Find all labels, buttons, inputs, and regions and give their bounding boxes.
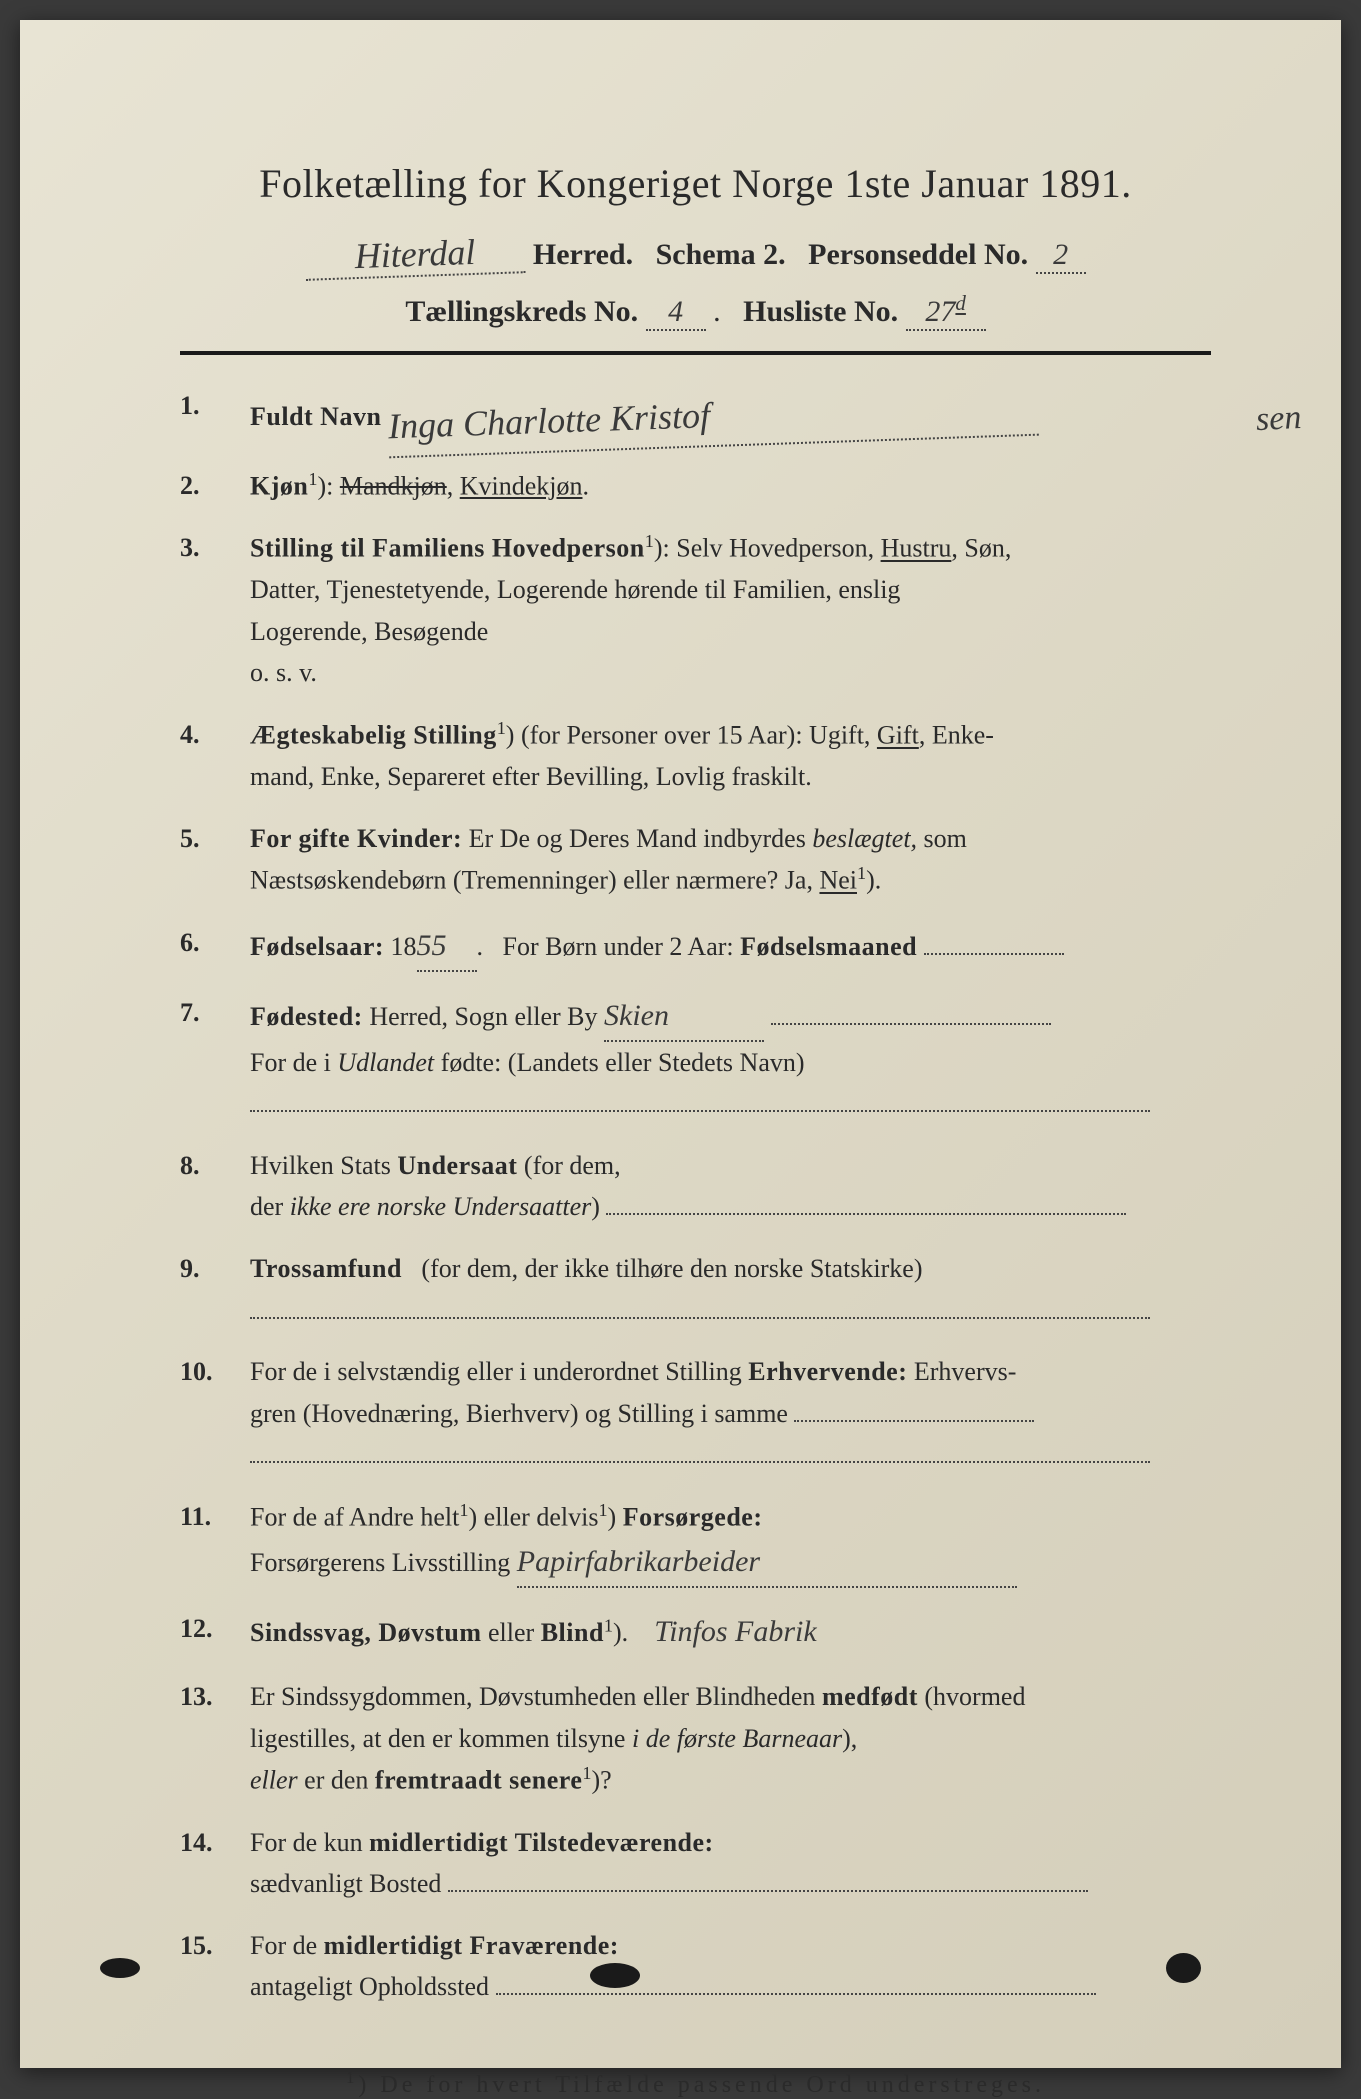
- entry-num: 8.: [180, 1145, 250, 1228]
- forsorger-handwritten: Papirfabrikarbeider: [517, 1538, 1017, 1588]
- husliste-label: Husliste No.: [743, 295, 898, 328]
- option-selected: Kvindekjøn: [460, 471, 583, 500]
- entry-num: 15.: [180, 1925, 250, 2008]
- entry-label: Fuldt Navn: [250, 402, 381, 431]
- tk-label: Tællingskreds No.: [405, 295, 638, 328]
- entry-num: 5.: [180, 818, 250, 902]
- entry-num: 3.: [180, 527, 250, 694]
- tk-no: 4: [646, 295, 706, 331]
- divider: [180, 351, 1211, 355]
- name-overflow: sen: [1255, 399, 1302, 439]
- schema-label: Schema 2.: [656, 238, 786, 271]
- header-line-2: Tællingskreds No. 4 . Husliste No. 27d: [180, 291, 1211, 331]
- page-title: Folketælling for Kongeriget Norge 1ste J…: [180, 160, 1211, 207]
- personseddel-label: Personseddel No.: [808, 238, 1028, 271]
- herred-label: Herred.: [533, 238, 633, 271]
- entry-num: 1.: [180, 385, 250, 445]
- footnote-text: De for hvert Tilfælde passende Ord under…: [380, 2072, 1045, 2098]
- entry-6: 6. Fødselsaar: 1855. For Børn under 2 Aa…: [180, 922, 1211, 972]
- entry-10: 10. For de i selvstændig eller i underor…: [180, 1351, 1211, 1476]
- option-selected: Gift: [877, 721, 919, 750]
- entry-8: 8. Hvilken Stats Undersaat (for dem, der…: [180, 1145, 1211, 1228]
- entry-label: Stilling til Familiens Hovedperson: [250, 534, 645, 563]
- bosted-blank: [448, 1890, 1088, 1892]
- entry-4: 4. Ægteskabelig Stilling1) (for Personer…: [180, 714, 1211, 798]
- paper-damage: [590, 1963, 640, 1988]
- month-blank: [924, 953, 1064, 955]
- undersaat-blank: [606, 1213, 1126, 1215]
- herred-handwritten: Hiterdal: [305, 229, 526, 281]
- entry-11: 11. For de af Andre helt1) eller delvis1…: [180, 1496, 1211, 1588]
- entry-3: 3. Stilling til Familiens Hovedperson1):…: [180, 527, 1211, 694]
- entry-label: Fødested:: [250, 1002, 363, 1031]
- entry-label: Erhvervende:: [748, 1357, 907, 1386]
- entry-num: 14.: [180, 1822, 250, 1905]
- footnote: 1) De for hvert Tilfælde passende Ord un…: [180, 2068, 1211, 2099]
- entry-num: 9.: [180, 1248, 250, 1331]
- entry-num: 11.: [180, 1496, 250, 1588]
- entry-num: 13.: [180, 1676, 250, 1801]
- entry-15: 15. For de midlertidigt Fraværende: anta…: [180, 1925, 1211, 2008]
- entry-num: 12.: [180, 1608, 250, 1656]
- census-form-page: Folketælling for Kongeriget Norge 1ste J…: [20, 20, 1341, 2068]
- entry-1: 1. Fuldt Navn Inga Charlotte Kristof: [180, 385, 1211, 445]
- entry-num: 2.: [180, 465, 250, 507]
- husliste-no: 27d: [906, 291, 986, 331]
- entry-9: 9. Trossamfund (for dem, der ikke tilhør…: [180, 1248, 1211, 1331]
- personseddel-no: 2: [1036, 238, 1086, 274]
- entry-num: 7.: [180, 992, 250, 1125]
- option-struck: Mandkjøn: [340, 471, 447, 500]
- option-selected: Hustru: [881, 534, 952, 563]
- entry-label: Kjøn: [250, 471, 308, 500]
- entry-12: 12. Sindssvag, Døvstum eller Blind1). Ti…: [180, 1608, 1211, 1656]
- opholdssted-blank: [496, 1993, 1096, 1995]
- option-selected: Nei: [819, 866, 857, 895]
- year-handwritten: 55: [417, 922, 477, 972]
- entry-5: 5. For gifte Kvinder: Er De og Deres Man…: [180, 818, 1211, 902]
- entry-label: Fødselsaar:: [250, 932, 384, 961]
- entry-14: 14. For de kun midlertidigt Tilstedevære…: [180, 1822, 1211, 1905]
- entry-13: 13. Er Sindssygdommen, Døvstumheden elle…: [180, 1676, 1211, 1801]
- entry-label: Undersaat: [397, 1151, 517, 1180]
- entry-label: Sindssvag, Døvstum: [250, 1618, 482, 1647]
- entry-label: Trossamfund: [250, 1254, 402, 1283]
- erhverv-blank: [794, 1420, 1034, 1422]
- entry-label: Forsørgede:: [623, 1503, 763, 1532]
- birthplace-handwritten: Skien: [604, 992, 764, 1042]
- entry-num: 10.: [180, 1351, 250, 1476]
- paper-damage: [1166, 1953, 1201, 1983]
- header-line-1: Hiterdal Herred. Schema 2. Personseddel …: [180, 231, 1211, 275]
- trossamfund-blank: [250, 1317, 1150, 1319]
- entry-label: For gifte Kvinder:: [250, 824, 462, 853]
- entry-2: 2. Kjøn1): Mandkjøn, Kvindekjøn.: [180, 465, 1211, 507]
- foreign-blank: [250, 1110, 1150, 1112]
- entry-label: midlertidigt Tilstedeværende:: [369, 1828, 714, 1857]
- entry-num: 6.: [180, 922, 250, 972]
- extra-handwritten: Tinfos Fabrik: [654, 1615, 817, 1648]
- entry-label: Ægteskabelig Stilling: [250, 721, 497, 750]
- entry-label: midlertidigt Fraværende:: [324, 1931, 619, 1960]
- entry-num: 4.: [180, 714, 250, 798]
- entry-7: 7. Fødested: Herred, Sogn eller By Skien…: [180, 992, 1211, 1125]
- paper-damage: [100, 1958, 140, 1978]
- name-handwritten: Inga Charlotte Kristof: [387, 376, 1039, 458]
- entry-label: medfødt: [822, 1682, 918, 1711]
